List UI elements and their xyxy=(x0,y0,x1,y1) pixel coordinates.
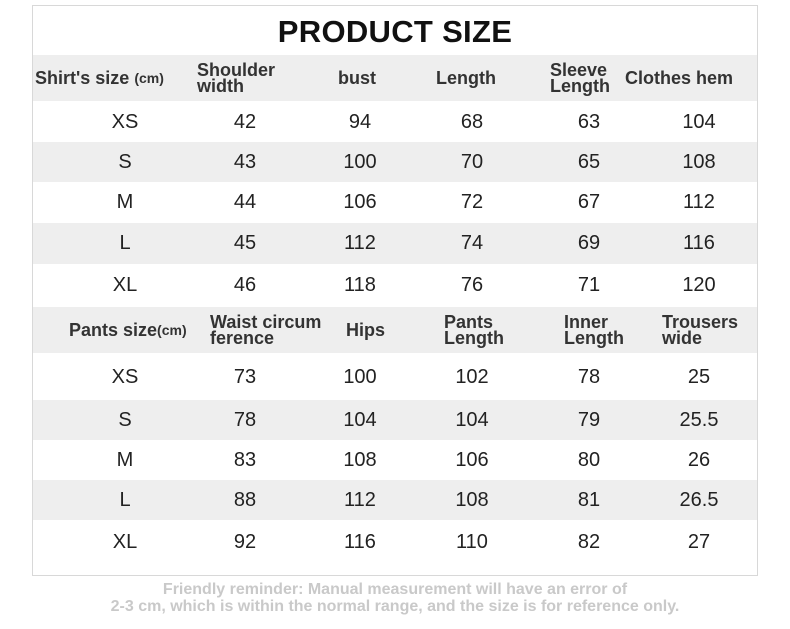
pants-row: L 88 112 108 81 26.5 xyxy=(33,480,757,520)
shirt-row: XL 46 118 76 71 120 xyxy=(33,264,757,307)
shirt-cell: 67 xyxy=(577,191,601,213)
shirt-row: L 45 112 74 69 116 xyxy=(33,223,757,264)
pants-row: M 83 108 106 80 26 xyxy=(33,440,757,480)
shirt-cell: 116 xyxy=(683,232,715,254)
pants-cell: 116 xyxy=(344,531,376,553)
pants-cell: M xyxy=(116,448,134,471)
trousers-wide-header: Trousers wide xyxy=(662,312,739,348)
shirt-cell: 43 xyxy=(233,150,257,173)
pants-cell: 78 xyxy=(577,365,601,388)
footnote: Friendly reminder: Manual measurement wi… xyxy=(0,581,790,615)
shirt-cell: L xyxy=(119,232,131,254)
shirt-size-unit: (cm) xyxy=(134,70,164,86)
pants-cell: 104 xyxy=(343,408,377,431)
pants-cell: 100 xyxy=(343,365,377,388)
shirt-cell: XS xyxy=(111,110,139,133)
pants-cell: 25.5 xyxy=(679,408,719,431)
shirt-cell: 112 xyxy=(344,232,376,254)
shirt-size-header: Shirt's size (cm) xyxy=(35,55,195,101)
pants-cell: 83 xyxy=(233,448,257,471)
shirt-cell: 65 xyxy=(577,150,601,173)
footnote-line-1: Friendly reminder: Manual measurement wi… xyxy=(162,581,628,598)
bust-header: bust xyxy=(338,68,376,88)
pants-cell: 25 xyxy=(687,365,711,388)
shirt-cell: 71 xyxy=(577,274,601,296)
shirt-cell: 42 xyxy=(233,110,257,133)
pants-size-unit: (cm) xyxy=(157,322,187,338)
pants-header-row: Pants size (cm) Waist circum ference Hips… xyxy=(33,307,757,353)
shirt-row: S 43 100 70 65 108 xyxy=(33,142,757,182)
shirt-header-row: Shirt's size (cm) Shoulder width bust Le… xyxy=(33,55,757,101)
shirt-cell: 63 xyxy=(577,110,601,133)
shirt-cell: 94 xyxy=(348,110,372,133)
pants-cell: 112 xyxy=(344,488,376,511)
shoulder-width-header: Shoulder width xyxy=(197,60,276,96)
pants-cell: 80 xyxy=(577,448,601,471)
pants-row: XL 92 116 110 82 27 xyxy=(33,520,757,565)
pants-cell: 78 xyxy=(233,408,257,431)
shirt-cell: 118 xyxy=(344,274,376,296)
clothes-hem-header: Clothes hem xyxy=(625,68,734,88)
pants-cell: 79 xyxy=(577,408,601,431)
shirt-cell: 74 xyxy=(460,232,484,254)
shirt-row: XS 42 94 68 63 104 xyxy=(33,102,757,142)
page-title: PRODUCT SIZE xyxy=(277,14,513,49)
pants-cell: 104 xyxy=(455,408,489,431)
shirt-size-label: Shirt's size xyxy=(35,68,130,88)
shirt-cell: 76 xyxy=(460,274,484,296)
pants-cell: 27 xyxy=(687,531,711,553)
shirt-cell: 69 xyxy=(577,232,601,254)
shirt-cell: 100 xyxy=(343,150,377,173)
pants-cell: S xyxy=(118,408,132,431)
pants-cell: 108 xyxy=(455,488,489,511)
shirt-cell: 120 xyxy=(682,274,716,296)
hips-header: Hips xyxy=(346,320,386,340)
shirt-cell: S xyxy=(118,150,132,173)
pants-cell: XS xyxy=(111,365,139,388)
shirt-cell: 104 xyxy=(682,110,716,133)
pants-cell: 88 xyxy=(233,488,257,511)
pants-cell: 73 xyxy=(233,365,257,388)
pants-cell: 82 xyxy=(577,531,601,553)
shirt-cell: 44 xyxy=(233,191,257,213)
footnote-line-2: 2-3 cm, which is within the normal range… xyxy=(110,598,680,615)
shirt-cell: XL xyxy=(112,274,138,296)
pants-cell: L xyxy=(119,488,131,511)
pants-size-header: Pants size (cm) xyxy=(69,307,209,353)
pants-cell: 106 xyxy=(455,448,489,471)
length-header: Length xyxy=(436,68,496,88)
pants-cell: 108 xyxy=(343,448,377,471)
pants-cell: 102 xyxy=(455,365,489,388)
pants-cell: 92 xyxy=(233,531,257,553)
shirt-cell: 72 xyxy=(460,191,484,213)
shirt-cell: 70 xyxy=(460,150,484,173)
shirt-cell: 46 xyxy=(233,274,257,296)
pants-row: S 78 104 104 79 25.5 xyxy=(33,400,757,440)
pants-row: XS 73 100 102 78 25 xyxy=(33,354,757,400)
shirt-cell: M xyxy=(116,191,134,213)
shirt-cell: 68 xyxy=(460,110,484,133)
sleeve-length-header: Sleeve Length xyxy=(550,60,610,96)
size-chart: PRODUCT SIZE Shirt's size (cm) Shoulder … xyxy=(32,5,758,576)
pants-cell: 26.5 xyxy=(679,488,719,511)
pants-cell: 110 xyxy=(456,531,488,553)
shirt-row: M 44 106 72 67 112 xyxy=(33,182,757,223)
pants-size-label: Pants size xyxy=(69,320,158,340)
pants-cell: 26 xyxy=(687,448,711,471)
pants-length-header: Pants Length xyxy=(444,312,504,348)
pants-cell: XL xyxy=(112,531,138,553)
shirt-cell: 112 xyxy=(683,191,715,213)
waist-header: Waist circum ference xyxy=(210,312,322,348)
shirt-cell: 45 xyxy=(233,232,257,254)
shirt-cell: 106 xyxy=(343,191,377,213)
shirt-cell: 108 xyxy=(682,150,716,173)
inner-length-header: Inner Length xyxy=(564,312,624,348)
pants-cell: 81 xyxy=(577,488,601,511)
